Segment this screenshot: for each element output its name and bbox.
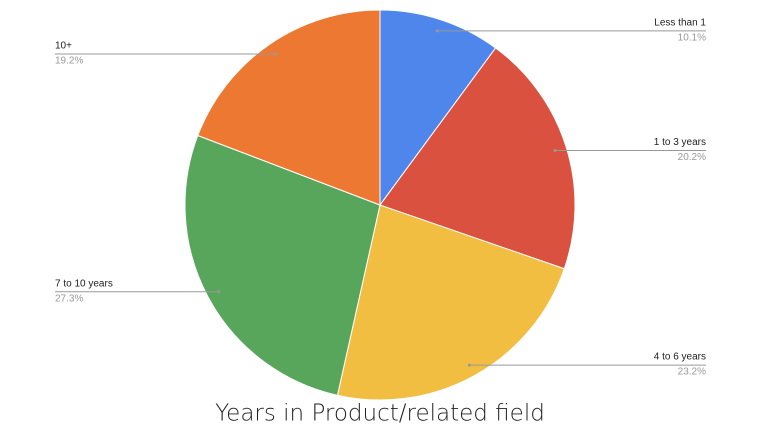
pie-slice [184, 134, 381, 396]
slice-value-label: 27.3% [55, 293, 83, 304]
leader-dot [274, 52, 278, 56]
slice-value-label: 19.2% [55, 56, 83, 67]
slice-label: Less than 1 [654, 17, 706, 28]
slice-value-label: 20.2% [678, 152, 706, 163]
leader-dot [467, 363, 471, 367]
chart-title: Years in Product/related field [215, 401, 545, 427]
slice-label: 10+ [55, 41, 72, 52]
pie-slice [379, 9, 497, 207]
slice-value-label: 23.2% [678, 367, 706, 378]
pie-slice [197, 9, 381, 206]
leader-dot [217, 290, 221, 294]
slice-label: 1 to 3 years [654, 137, 706, 148]
pie-slice [379, 47, 576, 270]
slice-value-label: 10.1% [678, 32, 706, 43]
leader-dot [435, 29, 439, 33]
pie-slice [336, 204, 565, 401]
slice-label: 7 to 10 years [55, 278, 113, 289]
leader-dot [553, 149, 557, 153]
slice-label: 4 to 6 years [654, 352, 706, 363]
